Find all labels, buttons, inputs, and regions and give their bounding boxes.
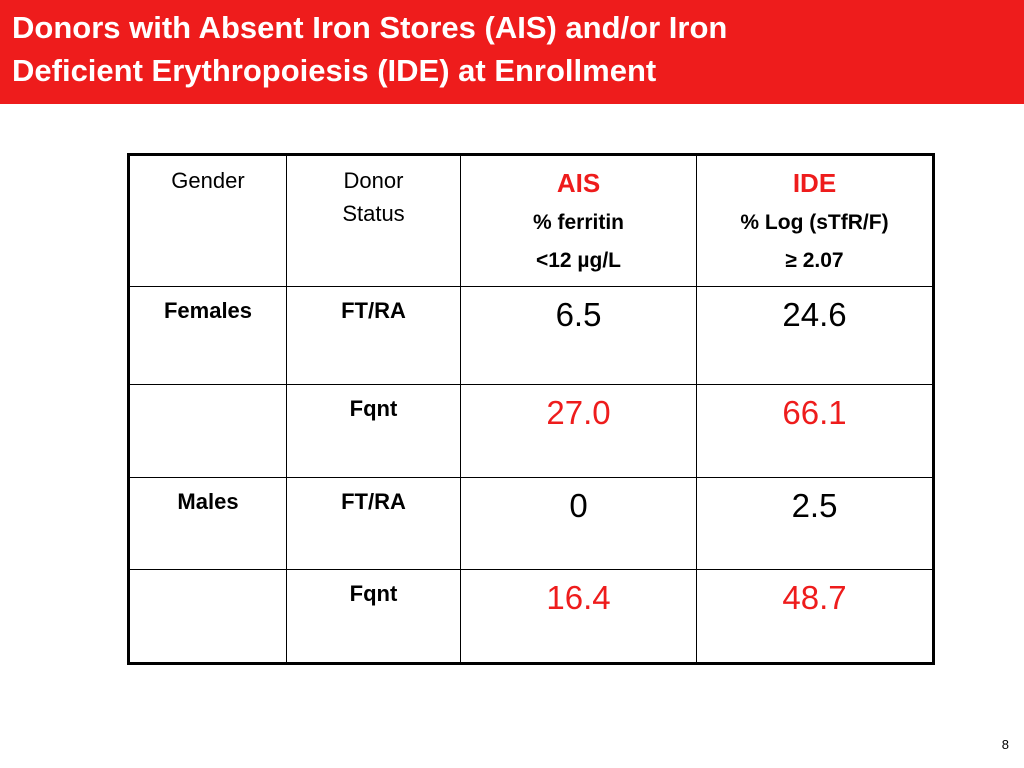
ais-value: 27.0 bbox=[546, 394, 611, 431]
gender-cell bbox=[130, 570, 286, 579]
donor-status-cell: Fqnt bbox=[349, 581, 398, 606]
ais-value: 16.4 bbox=[546, 579, 611, 616]
header-ide-sub2: ≥ 2.07 bbox=[785, 249, 844, 272]
donor-status-cell: FT/RA bbox=[341, 298, 406, 323]
header-ais-cell: AIS % ferritin <12 µg/L bbox=[460, 154, 697, 287]
gender-cell: Females bbox=[163, 298, 253, 323]
table-row: Females FT/RA 6.5 24.6 bbox=[128, 286, 934, 385]
table-header-row: Gender Donor Status AIS % ferritin <12 µ… bbox=[128, 154, 934, 287]
donor-status-cell: Fqnt bbox=[349, 396, 398, 421]
table-row: Fqnt 16.4 48.7 bbox=[128, 569, 934, 664]
header-ais-sub2: <12 µg/L bbox=[535, 249, 622, 272]
header-gender: Gender bbox=[171, 168, 245, 193]
title-banner: Donors with Absent Iron Stores (AIS) and… bbox=[0, 0, 1024, 104]
ide-value: 24.6 bbox=[782, 296, 847, 333]
header-donor-status-line2: Status bbox=[342, 201, 405, 226]
ide-value: 2.5 bbox=[791, 487, 838, 524]
header-donor-status-line1: Donor bbox=[343, 168, 404, 193]
iron-status-table: Gender Donor Status AIS % ferritin <12 µ… bbox=[127, 153, 935, 665]
ais-value: 0 bbox=[569, 487, 588, 524]
ais-value: 6.5 bbox=[555, 296, 602, 333]
gender-cell bbox=[130, 385, 286, 394]
table-row: Fqnt 27.0 66.1 bbox=[128, 384, 934, 478]
gender-cell: Males bbox=[177, 489, 239, 514]
header-ais-sub1: % ferritin bbox=[532, 211, 624, 234]
slide-title-line-2: Deficient Erythropoiesis (IDE) at Enroll… bbox=[12, 53, 657, 88]
ide-value: 48.7 bbox=[782, 579, 847, 616]
header-ide-sub1: % Log (sTfR/F) bbox=[740, 211, 889, 234]
header-gender-cell: Gender bbox=[128, 154, 287, 287]
donor-status-cell: FT/RA bbox=[341, 489, 406, 514]
header-donor-status: Donor Status bbox=[287, 156, 460, 230]
slide-title-line-1: Donors with Absent Iron Stores (AIS) and… bbox=[12, 10, 728, 45]
ide-value: 66.1 bbox=[782, 394, 847, 431]
header-donor-status-cell: Donor Status bbox=[286, 154, 461, 287]
table-row: Males FT/RA 0 2.5 bbox=[128, 477, 934, 570]
header-ide-cell: IDE % Log (sTfR/F) ≥ 2.07 bbox=[696, 154, 934, 287]
header-ais-title: AIS bbox=[556, 168, 601, 198]
header-ide-title: IDE bbox=[792, 168, 837, 198]
page-number: 8 bbox=[1001, 737, 1009, 752]
